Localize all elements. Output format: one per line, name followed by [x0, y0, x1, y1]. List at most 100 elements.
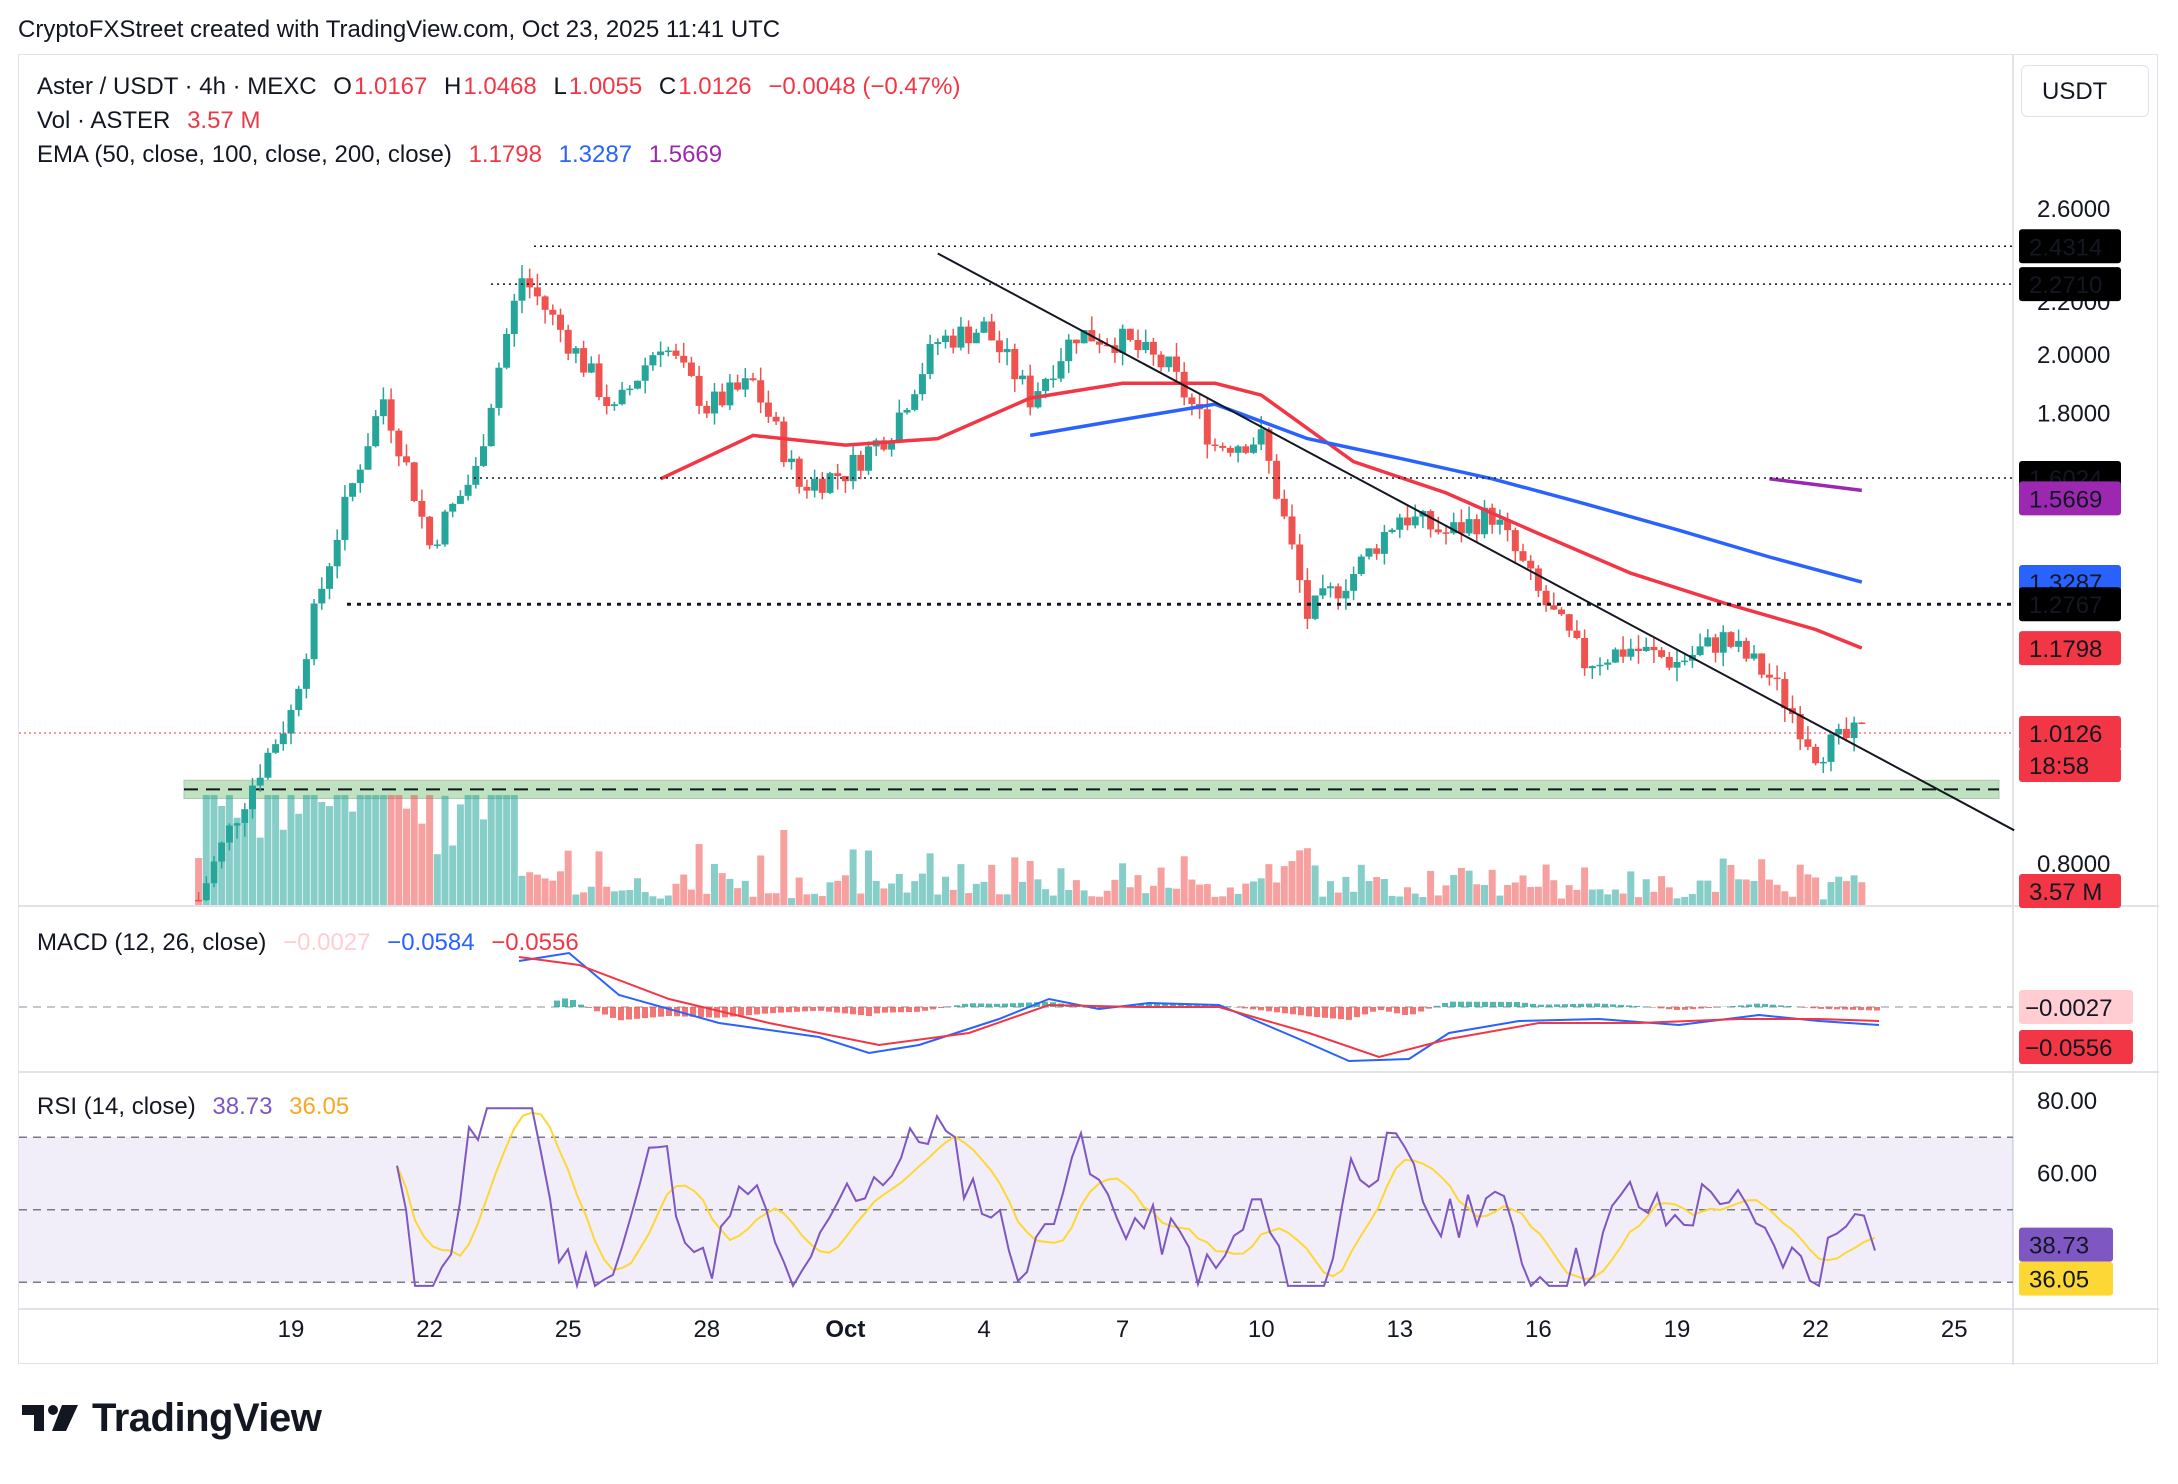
volume-bar [1280, 866, 1288, 905]
time-tick-label: 7 [1116, 1316, 1129, 1343]
macd-histogram-bar [1674, 1007, 1680, 1011]
candle-body [379, 399, 387, 417]
tradingview-logo[interactable]: TradingView [22, 1396, 322, 1441]
volume-bar [1396, 896, 1404, 905]
time-tick-label: 25 [555, 1316, 582, 1343]
chart-frame[interactable]: 2.6000 2.2000 2.0000 1.8000 0.8000 2.4314 2.27… [18, 54, 2159, 1365]
candle-body [1765, 674, 1773, 678]
macd-histogram-bar [954, 1005, 960, 1007]
macd-histogram-bar [778, 1007, 784, 1013]
candle-body [233, 823, 241, 826]
volume-bar [1026, 861, 1034, 905]
volume-bar [603, 886, 611, 905]
ema50-line [659, 381, 1863, 650]
rsi-tag [2019, 1227, 2113, 1262]
candle-body [1519, 551, 1527, 561]
volume-bar [1750, 880, 1758, 905]
price-tick-label: 2.6000 [2037, 196, 2110, 223]
candle-body [1742, 640, 1750, 659]
candle-body [1596, 664, 1604, 667]
candle-body [349, 483, 357, 497]
volume-bar [441, 795, 449, 905]
candle-body [403, 456, 410, 463]
candle-body [526, 278, 534, 288]
candle-body [1627, 648, 1635, 657]
price-tag [2019, 631, 2121, 666]
volume-bar [1365, 881, 1373, 905]
volume-bar [764, 893, 772, 905]
candle-body [1057, 361, 1065, 379]
candle-body [1588, 666, 1596, 669]
candle-body [533, 287, 541, 297]
volume-bar [1858, 882, 1866, 905]
price-tag [2019, 587, 2121, 622]
candle-body [1558, 609, 1565, 615]
candle-body [1619, 649, 1627, 657]
rsi-ma-line [396, 1111, 1876, 1281]
macd-histogram-bar [706, 1007, 712, 1018]
macd-label: MACD (12, 26, close) [37, 929, 267, 956]
time-tick-label: 22 [416, 1316, 443, 1343]
volume-bar [1034, 879, 1042, 905]
macd-histogram-bar [1250, 1007, 1256, 1010]
macd-histogram-bar [1170, 1004, 1176, 1007]
candle-body [587, 363, 595, 373]
macd-histogram-bar [986, 1003, 992, 1007]
tradingview-logo-icon [22, 1404, 78, 1431]
volume-bar [1611, 889, 1619, 905]
macd-histogram-bar [1578, 1003, 1584, 1007]
volume-bar [1473, 884, 1481, 905]
candle-body [1712, 637, 1719, 653]
macd-histogram-bar [1306, 1007, 1312, 1017]
volume-bar [1234, 893, 1242, 905]
currency-button[interactable]: USDT [2021, 65, 2149, 117]
candle-body [433, 544, 441, 546]
volume-bar [1165, 887, 1173, 905]
volume-bar [695, 844, 703, 905]
macd-histogram-bar [1018, 1002, 1024, 1007]
volume-bar [1765, 879, 1773, 905]
volume-bar [1673, 898, 1681, 905]
macd-histogram-bar [642, 1007, 648, 1019]
macd-histogram-bar [1474, 1001, 1480, 1007]
macd-histogram-bar [1010, 1003, 1016, 1007]
candle-body [949, 335, 957, 348]
macd-histogram-bar [1282, 1007, 1288, 1014]
volume-bar [456, 804, 464, 905]
macd-histogram-bar [1386, 1007, 1392, 1012]
high-label: H [444, 73, 462, 100]
volume-bar [1265, 864, 1273, 905]
volume-bar [1196, 884, 1204, 905]
candle-body [449, 503, 457, 512]
macd-histogram-bar [1570, 1003, 1576, 1007]
macd-histogram-bar [1530, 1003, 1536, 1007]
macd-histogram-bar [1858, 1007, 1864, 1011]
volume-bar [772, 893, 780, 905]
macd-histogram-bar [1434, 1005, 1440, 1007]
volume-bar [1219, 896, 1227, 905]
volume-bar [972, 883, 980, 905]
volume-bar [718, 873, 726, 905]
volume-bar [803, 894, 811, 905]
candle-body [1481, 507, 1488, 535]
candle-body [1211, 444, 1219, 446]
low-value: 1.0055 [568, 73, 643, 100]
candle-body [549, 309, 557, 315]
candle-body [1388, 529, 1396, 533]
macd-histogram-bar [1450, 1001, 1456, 1007]
macd-histogram-bar [1042, 1001, 1048, 1007]
rsi-tag-label: 38.73 [2029, 1233, 2089, 1260]
volume-bar [1180, 856, 1188, 905]
macd-histogram-bar [1802, 1007, 1808, 1008]
macd-histogram-bar [1274, 1007, 1280, 1013]
volume-bar [610, 891, 618, 905]
volume-bar [1542, 864, 1550, 905]
volume-bar [1119, 863, 1127, 905]
macd-histogram-bar [562, 998, 568, 1007]
volume-bar [1226, 887, 1234, 905]
volume-bar [1596, 889, 1604, 905]
candle-body [372, 416, 380, 447]
volume-bar [1688, 894, 1696, 905]
volume-bar [795, 877, 803, 905]
volume-bar [1149, 885, 1157, 905]
